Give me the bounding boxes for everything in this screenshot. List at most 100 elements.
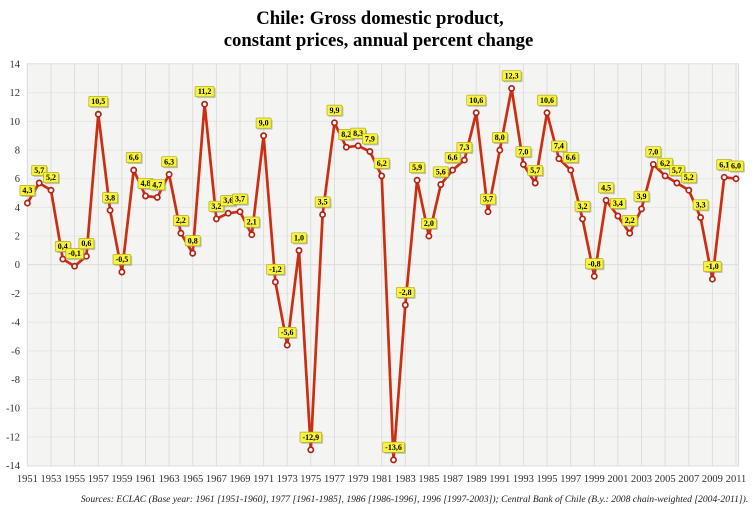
svg-text:8,2: 8,2 bbox=[341, 130, 351, 139]
svg-text:6: 6 bbox=[15, 174, 20, 185]
svg-text:-8: -8 bbox=[11, 375, 20, 386]
svg-text:1981: 1981 bbox=[371, 474, 392, 485]
svg-text:12: 12 bbox=[10, 88, 21, 99]
svg-text:3,6: 3,6 bbox=[223, 196, 233, 205]
svg-text:14: 14 bbox=[10, 59, 21, 70]
svg-text:3,4: 3,4 bbox=[613, 199, 623, 208]
svg-text:6,1: 6,1 bbox=[719, 160, 729, 169]
svg-text:-6: -6 bbox=[11, 346, 20, 357]
svg-text:3,9: 3,9 bbox=[637, 192, 647, 201]
svg-text:-4: -4 bbox=[11, 318, 20, 329]
svg-text:2007: 2007 bbox=[678, 474, 699, 485]
svg-text:3,2: 3,2 bbox=[578, 202, 588, 211]
svg-text:1963: 1963 bbox=[159, 474, 180, 485]
svg-text:1979: 1979 bbox=[348, 474, 369, 485]
svg-text:1959: 1959 bbox=[111, 474, 132, 485]
svg-text:1997: 1997 bbox=[560, 474, 581, 485]
svg-text:6,0: 6,0 bbox=[731, 162, 741, 171]
svg-text:7,3: 7,3 bbox=[459, 143, 469, 152]
svg-text:2009: 2009 bbox=[702, 474, 723, 485]
svg-text:-14: -14 bbox=[6, 461, 21, 472]
svg-text:2005: 2005 bbox=[655, 474, 676, 485]
svg-text:5,2: 5,2 bbox=[684, 173, 694, 182]
svg-text:10: 10 bbox=[10, 117, 21, 128]
svg-text:3,8: 3,8 bbox=[105, 193, 115, 202]
svg-text:4,5: 4,5 bbox=[601, 183, 611, 192]
svg-text:1991: 1991 bbox=[489, 474, 510, 485]
svg-text:1975: 1975 bbox=[300, 474, 321, 485]
svg-text:2,2: 2,2 bbox=[625, 216, 635, 225]
svg-text:6,6: 6,6 bbox=[129, 153, 139, 162]
svg-text:1989: 1989 bbox=[466, 474, 487, 485]
svg-text:-0,5: -0,5 bbox=[116, 255, 129, 264]
svg-text:-1,0: -1,0 bbox=[706, 262, 719, 271]
svg-text:1967: 1967 bbox=[206, 474, 227, 485]
svg-text:1957: 1957 bbox=[88, 474, 109, 485]
svg-text:1955: 1955 bbox=[64, 474, 85, 485]
svg-text:1985: 1985 bbox=[418, 474, 439, 485]
svg-text:-12: -12 bbox=[6, 432, 20, 443]
svg-text:5,7: 5,7 bbox=[34, 166, 44, 175]
svg-text:-0,8: -0,8 bbox=[588, 259, 601, 268]
svg-text:9,9: 9,9 bbox=[330, 106, 340, 115]
svg-text:6,2: 6,2 bbox=[660, 159, 670, 168]
svg-text:7,9: 7,9 bbox=[365, 135, 375, 144]
svg-text:0,6: 0,6 bbox=[81, 239, 91, 248]
svg-text:1973: 1973 bbox=[277, 474, 298, 485]
svg-text:5,7: 5,7 bbox=[672, 166, 682, 175]
svg-text:3,7: 3,7 bbox=[235, 195, 245, 204]
svg-text:8,0: 8,0 bbox=[495, 133, 505, 142]
svg-text:7,0: 7,0 bbox=[518, 147, 528, 156]
svg-text:1969: 1969 bbox=[230, 474, 251, 485]
svg-text:7,0: 7,0 bbox=[648, 147, 658, 156]
svg-text:1987: 1987 bbox=[442, 474, 463, 485]
svg-text:-1,2: -1,2 bbox=[269, 265, 282, 274]
svg-text:4,8: 4,8 bbox=[141, 179, 151, 188]
svg-text:2,0: 2,0 bbox=[424, 219, 434, 228]
svg-text:-10: -10 bbox=[6, 404, 20, 415]
svg-text:Sources: ECLAC (Base year: 196: Sources: ECLAC (Base year: 1961 [1951-19… bbox=[81, 494, 749, 505]
svg-text:3,5: 3,5 bbox=[318, 198, 328, 207]
svg-text:1993: 1993 bbox=[513, 474, 534, 485]
svg-text:4,3: 4,3 bbox=[22, 186, 32, 195]
svg-text:3,7: 3,7 bbox=[483, 195, 493, 204]
svg-text:0,8: 0,8 bbox=[188, 236, 198, 245]
svg-text:1951: 1951 bbox=[17, 474, 38, 485]
svg-text:5,6: 5,6 bbox=[436, 168, 446, 177]
svg-text:10,6: 10,6 bbox=[540, 96, 554, 105]
svg-text:8,3: 8,3 bbox=[353, 129, 363, 138]
svg-text:12,3: 12,3 bbox=[505, 71, 519, 80]
svg-text:5,2: 5,2 bbox=[46, 173, 56, 182]
svg-text:6,2: 6,2 bbox=[377, 159, 387, 168]
svg-text:5,9: 5,9 bbox=[412, 163, 422, 172]
svg-text:8: 8 bbox=[15, 146, 20, 157]
svg-text:1999: 1999 bbox=[584, 474, 605, 485]
svg-text:constant prices, annual percen: constant prices, annual percent change bbox=[224, 30, 534, 51]
svg-text:0: 0 bbox=[15, 260, 20, 271]
svg-text:2011: 2011 bbox=[726, 474, 747, 485]
svg-text:6,3: 6,3 bbox=[164, 157, 174, 166]
svg-text:1977: 1977 bbox=[324, 474, 345, 485]
svg-text:1965: 1965 bbox=[182, 474, 203, 485]
svg-text:-13,6: -13,6 bbox=[385, 443, 402, 452]
svg-text:5,7: 5,7 bbox=[530, 166, 540, 175]
svg-text:-12,9: -12,9 bbox=[302, 433, 319, 442]
svg-text:1961: 1961 bbox=[135, 474, 156, 485]
svg-text:-0,1: -0,1 bbox=[68, 249, 81, 258]
svg-text:Chile: Gross domestic product,: Chile: Gross domestic product, bbox=[256, 8, 503, 29]
svg-text:10,5: 10,5 bbox=[91, 97, 105, 106]
svg-text:0,4: 0,4 bbox=[58, 242, 68, 251]
svg-text:1,0: 1,0 bbox=[294, 234, 304, 243]
svg-text:4: 4 bbox=[15, 203, 21, 214]
svg-text:2001: 2001 bbox=[607, 474, 628, 485]
svg-text:2,1: 2,1 bbox=[247, 218, 257, 227]
svg-text:1983: 1983 bbox=[395, 474, 416, 485]
svg-text:6,6: 6,6 bbox=[566, 153, 576, 162]
svg-text:2,2: 2,2 bbox=[176, 216, 186, 225]
svg-text:7,4: 7,4 bbox=[554, 142, 564, 151]
svg-text:-5,6: -5,6 bbox=[281, 328, 294, 337]
svg-text:10,6: 10,6 bbox=[469, 96, 483, 105]
svg-text:-2,8: -2,8 bbox=[399, 288, 412, 297]
svg-text:-2: -2 bbox=[11, 289, 20, 300]
svg-text:3,2: 3,2 bbox=[211, 202, 221, 211]
